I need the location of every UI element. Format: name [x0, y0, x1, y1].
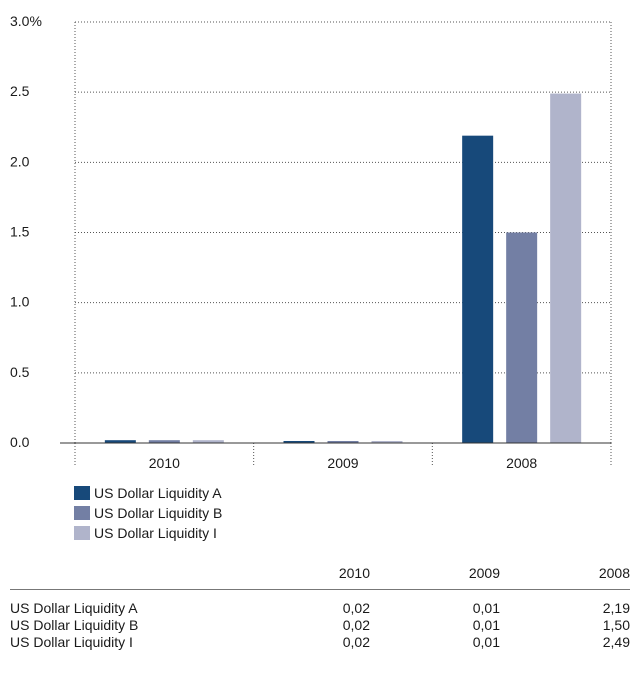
- y-tick-label: 0.0: [10, 434, 30, 450]
- data-table: 2010 2009 2008 US Dollar Liquidity A 0,0…: [10, 565, 630, 651]
- table-row: US Dollar Liquidity A 0,02 0,01 2,19: [10, 590, 630, 618]
- table-cell: 0,01: [472, 600, 500, 616]
- table-cell: 0,02: [342, 617, 370, 633]
- table-header-2010: 2010: [240, 565, 370, 590]
- table-row-label: US Dollar Liquidity A: [10, 600, 138, 616]
- legend-label-b: US Dollar Liquidity B: [94, 505, 223, 521]
- table-header-2009: 2009: [370, 565, 500, 590]
- y-tick-label: 2.5: [10, 83, 30, 99]
- table-header-row: 2010 2009 2008: [10, 565, 630, 590]
- bar-2008-s2: [550, 93, 582, 443]
- bar-2010-s0: [104, 440, 136, 443]
- bar-2010-s2: [192, 440, 224, 443]
- chart-legend: US Dollar Liquidity A US Dollar Liquidit…: [74, 483, 222, 543]
- legend-item-b: US Dollar Liquidity B: [74, 503, 222, 523]
- x-tick-label: 2010: [149, 455, 180, 471]
- legend-item-a: US Dollar Liquidity A: [74, 483, 222, 503]
- table-cell: 0,02: [342, 634, 370, 650]
- bar-2009-s0: [283, 441, 315, 443]
- legend-swatch-a: [74, 486, 90, 500]
- y-tick-label: 3.0%: [10, 13, 42, 29]
- table-cell: 2,19: [602, 600, 630, 616]
- x-tick-label: 2008: [506, 455, 537, 471]
- bar-2008-s1: [506, 232, 538, 443]
- table-cell: 1,50: [602, 617, 630, 633]
- table-cell: 0,01: [472, 617, 500, 633]
- bar-2008-s0: [462, 135, 494, 444]
- table-row-label: US Dollar Liquidity B: [10, 617, 139, 633]
- legend-label-i: US Dollar Liquidity I: [94, 525, 217, 541]
- y-tick-label: 0.5: [10, 364, 30, 380]
- legend-swatch-b: [74, 506, 90, 520]
- bar-2009-s2: [371, 441, 403, 443]
- y-tick-label: 1.0: [10, 294, 30, 310]
- table-header-2008: 2008: [500, 565, 630, 590]
- y-tick-label: 2.0: [10, 153, 30, 169]
- table-row-label: US Dollar Liquidity I: [10, 634, 133, 650]
- table-cell: 0,01: [472, 634, 500, 650]
- y-tick-label: 1.5: [10, 224, 30, 240]
- table-cell: 0,02: [342, 600, 370, 616]
- legend-swatch-i: [74, 526, 90, 540]
- table-cell: 2,49: [602, 634, 630, 650]
- table-row: US Dollar Liquidity I 0,02 0,01 2,49: [10, 634, 630, 651]
- bar-chart: 0.0 0.5 1.0 1.5 2.0 2.5 3.0% 2010 2009 2008: [10, 13, 612, 471]
- legend-item-i: US Dollar Liquidity I: [74, 523, 222, 543]
- x-tick-label: 2009: [327, 455, 358, 471]
- bar-2010-s1: [148, 440, 180, 443]
- bar-2009-s1: [327, 441, 359, 443]
- table-row: US Dollar Liquidity B 0,02 0,01 1,50: [10, 617, 630, 634]
- table-header-empty: [10, 565, 240, 590]
- legend-label-a: US Dollar Liquidity A: [94, 485, 222, 501]
